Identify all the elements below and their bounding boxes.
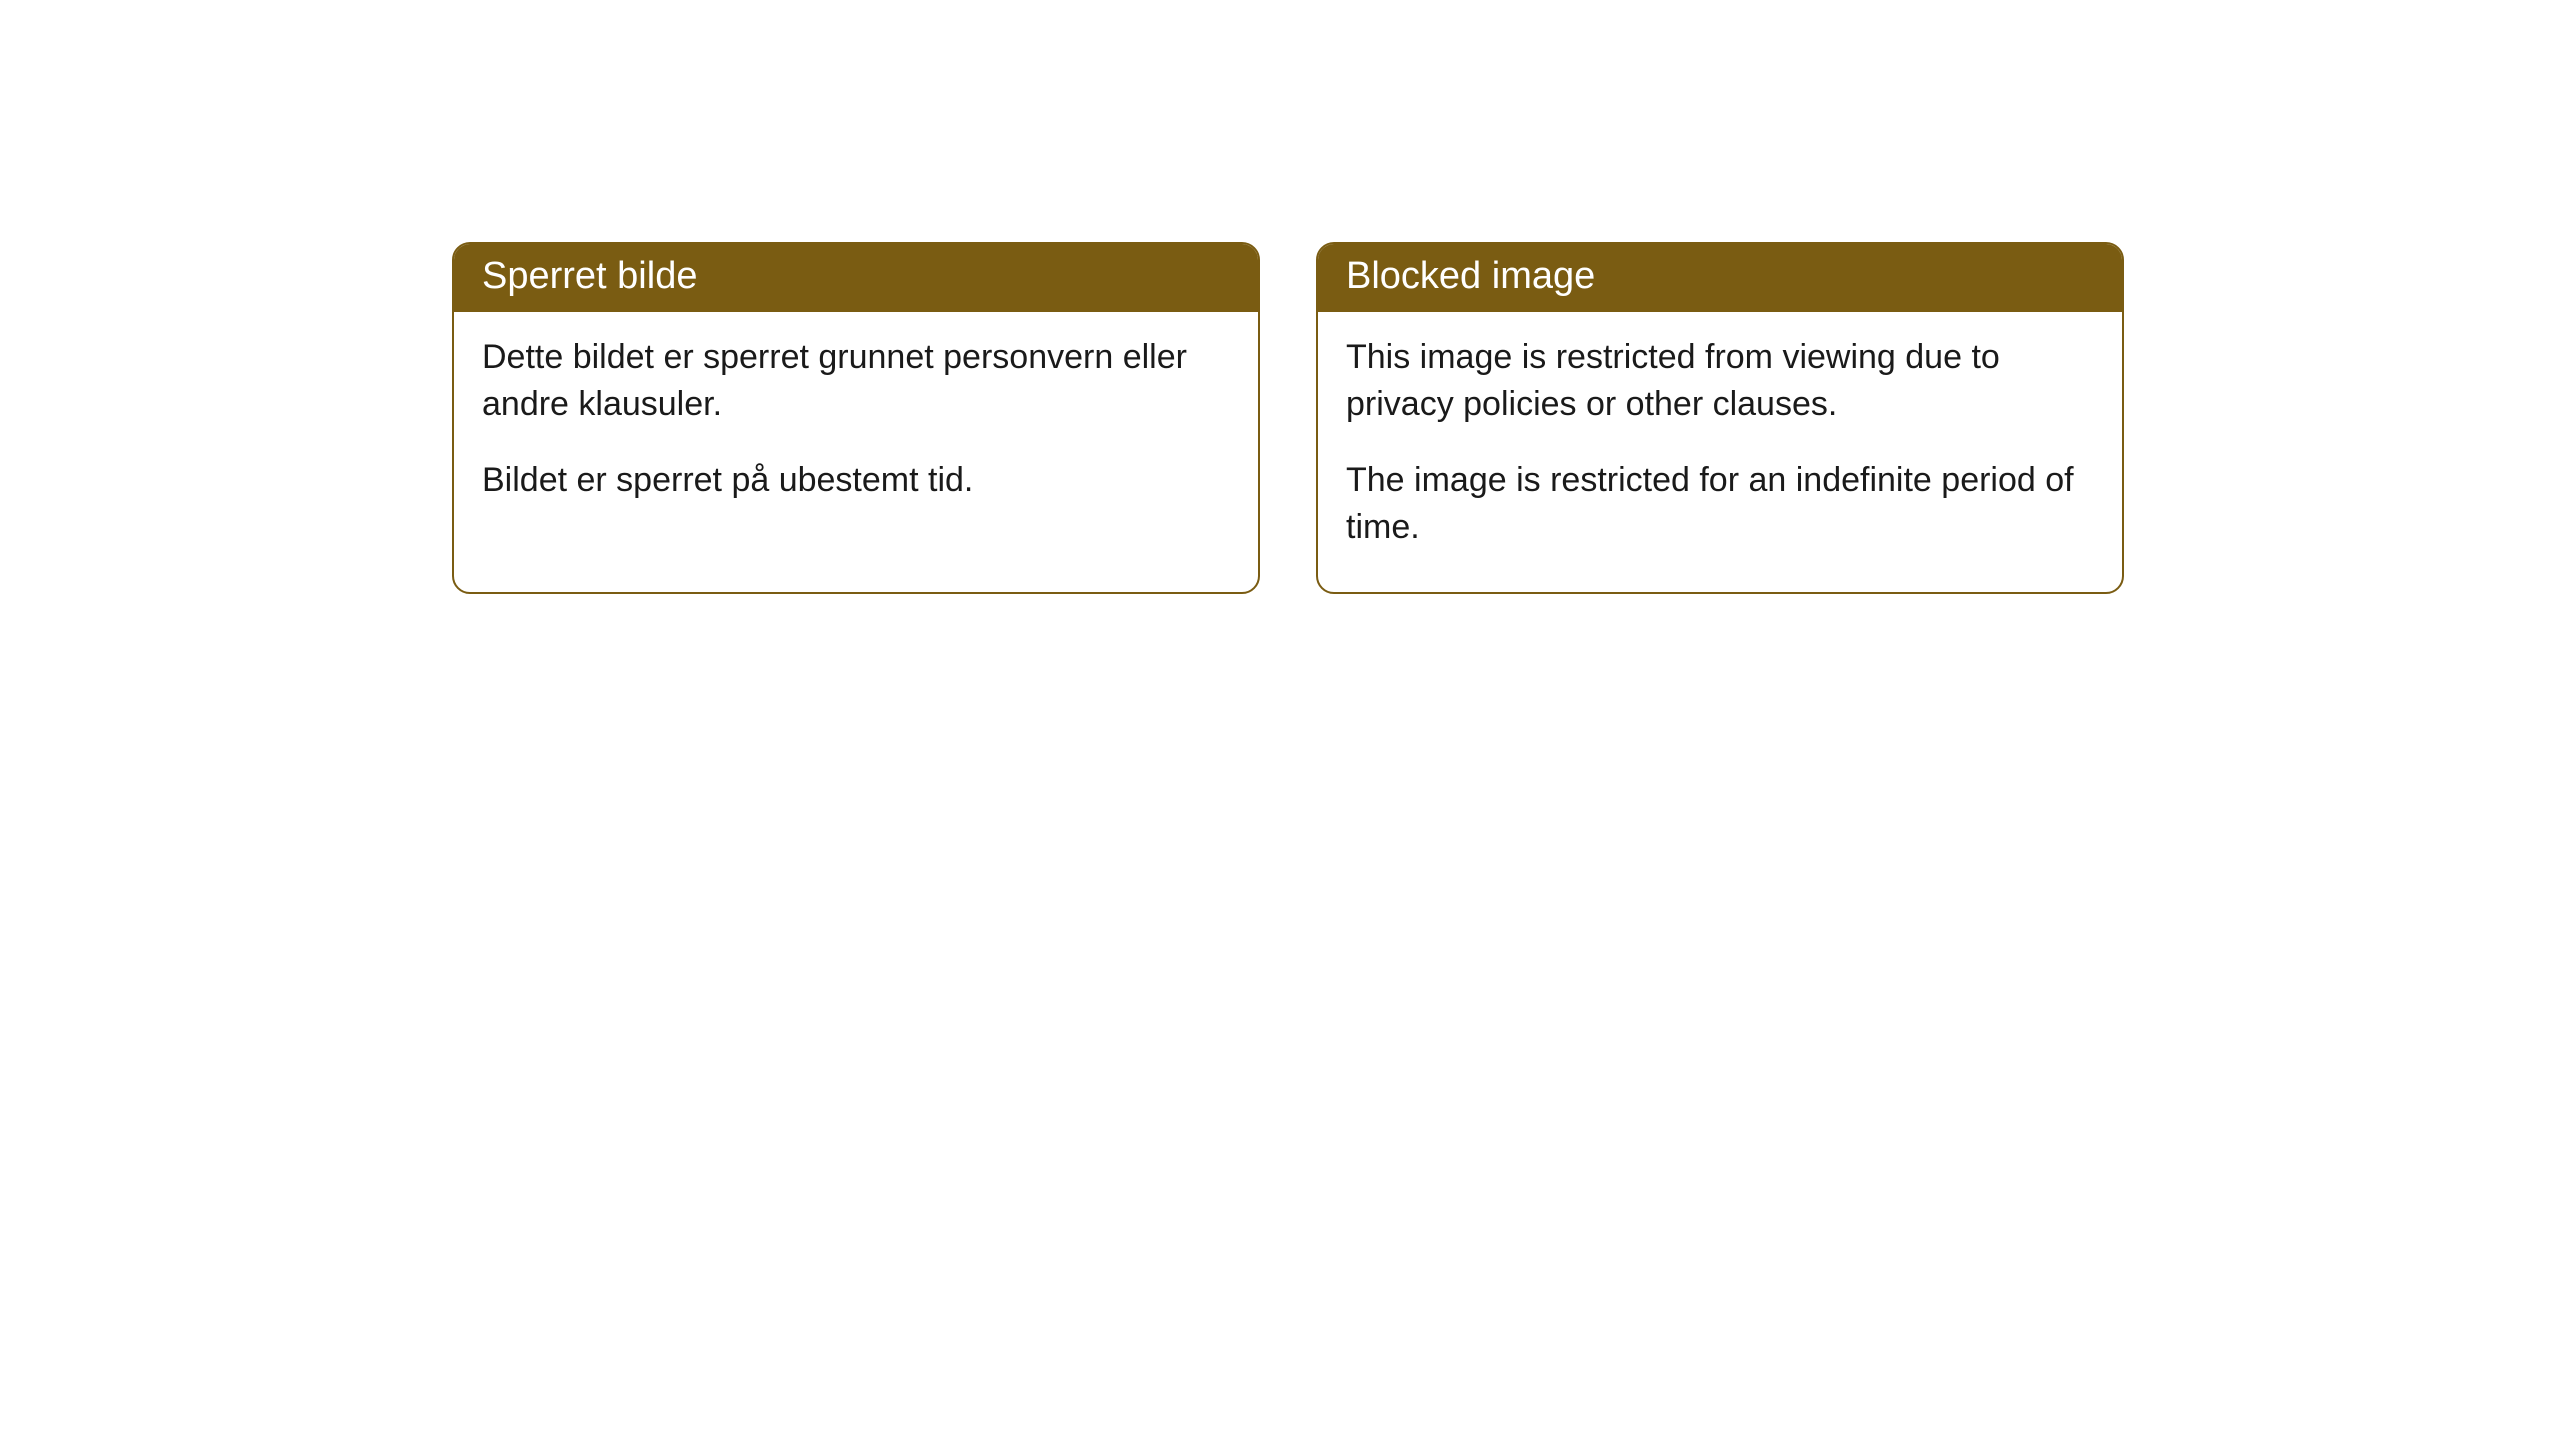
card-paragraph: The image is restricted for an indefinit… [1346, 457, 2094, 552]
card-title: Blocked image [1346, 255, 1595, 297]
card-body-english: This image is restricted from viewing du… [1318, 312, 2122, 592]
card-header-english: Blocked image [1318, 244, 2122, 312]
card-paragraph: This image is restricted from viewing du… [1346, 334, 2094, 429]
card-paragraph: Bildet er sperret på ubestemt tid. [482, 457, 1230, 505]
card-title: Sperret bilde [482, 255, 697, 297]
card-paragraph: Dette bildet er sperret grunnet personve… [482, 334, 1230, 429]
card-header-norwegian: Sperret bilde [454, 244, 1258, 312]
blocked-image-card-norwegian: Sperret bilde Dette bildet er sperret gr… [452, 242, 1260, 594]
card-body-norwegian: Dette bildet er sperret grunnet personve… [454, 312, 1258, 545]
notice-cards-container: Sperret bilde Dette bildet er sperret gr… [452, 242, 2124, 594]
blocked-image-card-english: Blocked image This image is restricted f… [1316, 242, 2124, 594]
